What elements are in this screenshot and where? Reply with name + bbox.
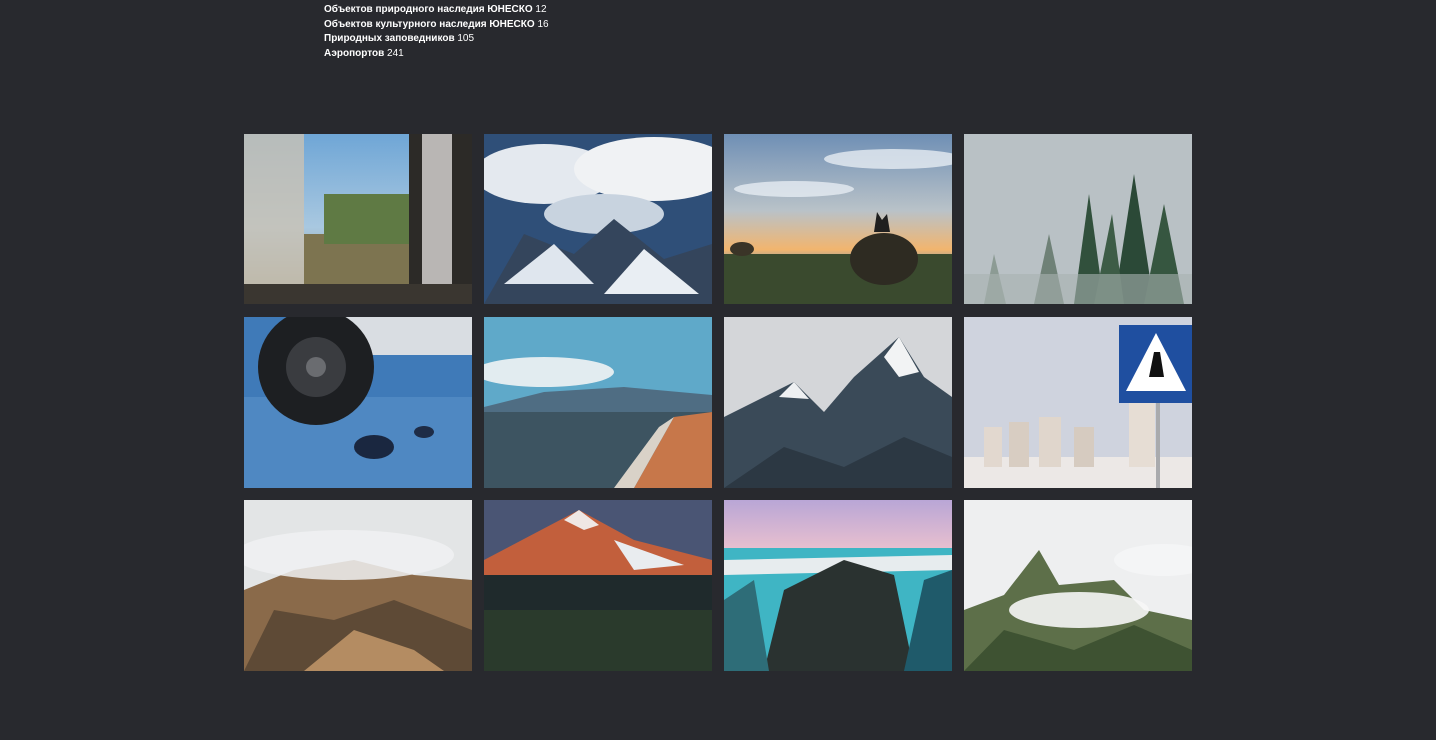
stat-label: Объектов культурного наследия ЮНЕСКО <box>324 18 535 30</box>
snowy-mountain-peaks-photo[interactable] <box>724 316 952 488</box>
photo-gallery <box>244 134 1192 671</box>
car-wheel-on-ice-photo[interactable] <box>244 316 472 488</box>
volcanic-hills-fog-photo[interactable] <box>244 500 472 671</box>
stat-row: Объектов природного наследия ЮНЕСКО 12 <box>324 3 549 18</box>
stat-value: 241 <box>387 47 404 59</box>
train-window-photo[interactable] <box>244 134 472 304</box>
pedestrian-crossing-sign-photo[interactable] <box>964 316 1192 488</box>
stat-row: Аэропортов 241 <box>324 47 549 62</box>
volcano-snow-cap-photo[interactable] <box>484 500 712 671</box>
stat-label: Природных заповедников <box>324 33 455 44</box>
green-peaks-in-clouds-photo[interactable] <box>964 500 1192 671</box>
stat-row: Природных заповедников 105 <box>324 32 549 47</box>
stat-value: 105 <box>457 33 475 44</box>
mountains-above-clouds-photo[interactable] <box>484 134 712 304</box>
foggy-forest-photo[interactable] <box>964 134 1192 304</box>
stat-value: 12 <box>535 4 547 15</box>
stat-row: Объектов культурного наследия ЮНЕСКО 16 <box>324 18 549 33</box>
stat-label: Аэропортов <box>324 47 385 59</box>
canyon-turquoise-river-photo[interactable] <box>724 500 952 671</box>
lake-shore-beach-photo[interactable] <box>484 316 712 488</box>
stat-value: 16 <box>537 18 549 30</box>
wolf-on-haystack-sunset-photo[interactable] <box>724 134 952 304</box>
statistics-list: Объектов природного наследия ЮНЕСКО 12 О… <box>324 3 549 61</box>
stat-label: Объектов природного наследия ЮНЕСКО <box>324 4 533 15</box>
